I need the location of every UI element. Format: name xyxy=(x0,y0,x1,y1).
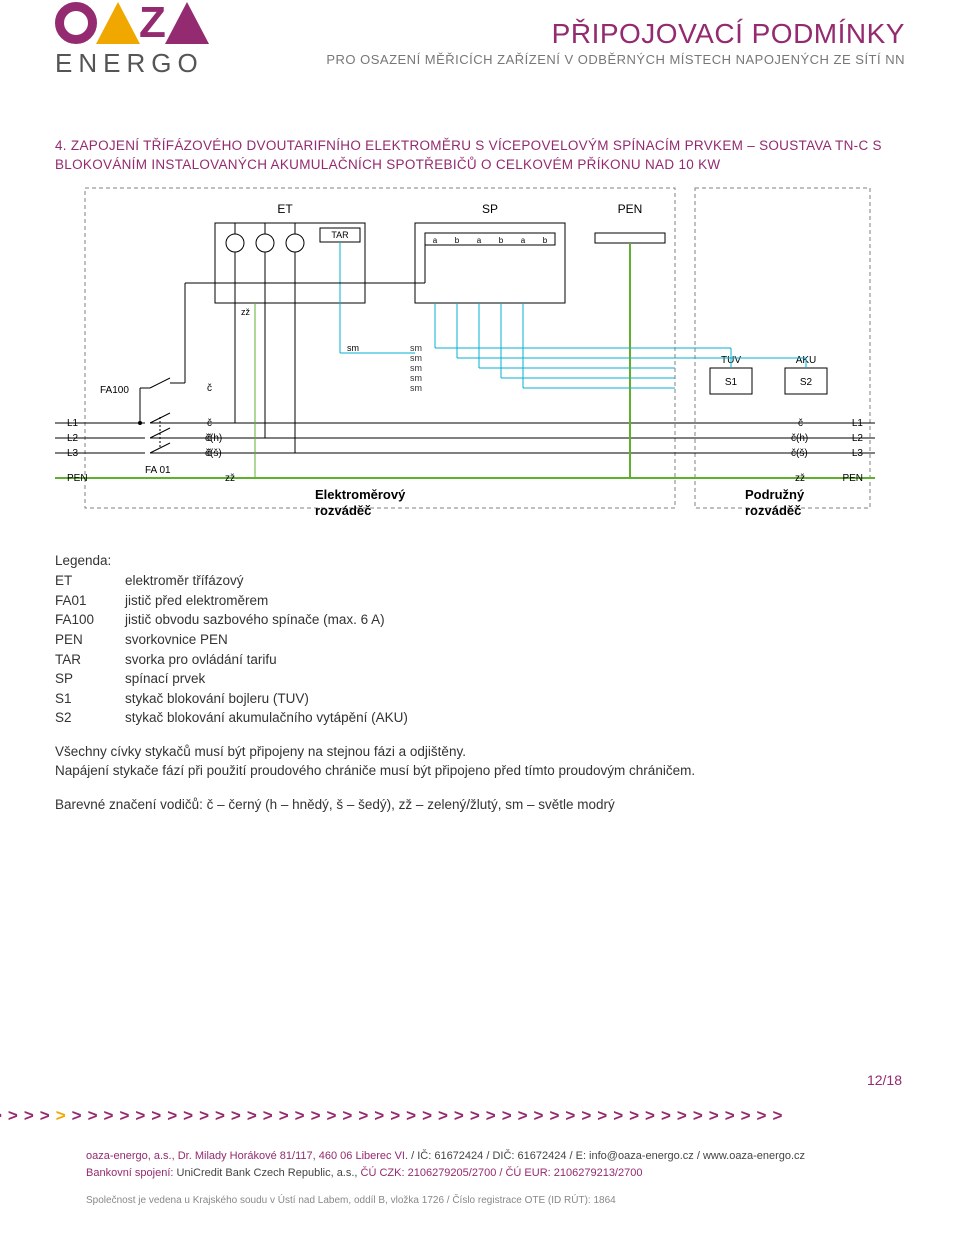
legend-row: ETelektroměr třífázový xyxy=(55,571,905,591)
footer-line-2: Bankovní spojení: UniCredit Bank Czech R… xyxy=(86,1165,905,1182)
footer-ids: / IČ: 61672424 / DIČ: 61672424 / E: info… xyxy=(408,1150,805,1162)
legend: Legenda: ETelektroměr třífázovýFA01jisti… xyxy=(55,551,905,815)
legend-value: stykač blokování akumulačního vytápění (… xyxy=(125,708,408,728)
legend-key: S2 xyxy=(55,708,125,728)
legend-value: jistič před elektroměrem xyxy=(125,591,268,611)
brand-name: ENERGO xyxy=(55,48,255,79)
svg-text:rozváděč: rozváděč xyxy=(315,503,371,518)
svg-text:Podružný: Podružný xyxy=(745,487,805,502)
logo-triangle-yellow-icon xyxy=(96,2,140,44)
svg-text:ET: ET xyxy=(277,202,293,216)
svg-text:sm: sm xyxy=(410,353,422,363)
svg-text:FA 01: FA 01 xyxy=(145,465,171,476)
legend-row: PENsvorkovnice PEN xyxy=(55,630,905,650)
svg-text:č(š): č(š) xyxy=(205,448,222,459)
legend-key: ET xyxy=(55,571,125,591)
svg-text:L3: L3 xyxy=(852,448,864,459)
legend-key: FA100 xyxy=(55,610,125,630)
logo-z-icon: Z xyxy=(139,2,166,44)
legend-note-2: Napájení stykače fází při použití proudo… xyxy=(55,761,905,781)
legend-key: TAR xyxy=(55,650,125,670)
page-title: PŘIPOJOVACÍ PODMÍNKY xyxy=(326,18,905,50)
legend-row: FA01jistič před elektroměrem xyxy=(55,591,905,611)
legend-row: S2stykač blokování akumulačního vytápění… xyxy=(55,708,905,728)
svg-text:L3: L3 xyxy=(67,448,79,459)
footer-address: oaza-energo, a.s., Dr. Milady Horákové 8… xyxy=(86,1150,408,1162)
svg-text:sm: sm xyxy=(410,373,422,383)
svg-text:č: č xyxy=(798,418,803,429)
wiring-diagram: ET TAR SP a b a b a b PEN L1 L1 L2 L2 L3 L3 PEN PEN FA 01 F… xyxy=(55,183,875,533)
legend-row: SPspínací prvek xyxy=(55,669,905,689)
svg-text:zž: zž xyxy=(795,473,805,484)
legend-note-1: Všechny cívky stykačů musí být připojeny… xyxy=(55,742,905,762)
legend-value: svorka pro ovládání tarifu xyxy=(125,650,277,670)
legend-value: elektroměr třífázový xyxy=(125,571,244,591)
footer-bank-label: Bankovní spojení: xyxy=(86,1167,173,1179)
svg-text:PEN: PEN xyxy=(618,202,643,216)
svg-text:TAR: TAR xyxy=(331,230,349,240)
svg-text:PEN: PEN xyxy=(67,473,88,484)
svg-text:SP: SP xyxy=(482,202,498,216)
logo-mark: Z xyxy=(55,2,255,44)
legend-key: PEN xyxy=(55,630,125,650)
legend-key: FA01 xyxy=(55,591,125,611)
svg-text:a: a xyxy=(477,236,482,245)
svg-text:zž: zž xyxy=(241,307,251,317)
section-heading: 4. ZAPOJENÍ TŘÍFÁZOVÉHO DVOUTARIFNÍHO EL… xyxy=(55,137,905,175)
svg-text:a: a xyxy=(521,236,526,245)
brand-logo: Z ENERGO xyxy=(55,2,255,79)
svg-text:sm: sm xyxy=(410,343,422,353)
legend-title: Legenda: xyxy=(55,551,905,571)
svg-text:FA100: FA100 xyxy=(100,385,129,396)
footer-line-3: Společnost je vedena u Krajského soudu v… xyxy=(86,1193,905,1209)
svg-text:Elektroměrový: Elektroměrový xyxy=(315,487,406,502)
svg-text:č(h): č(h) xyxy=(205,433,222,444)
title-block: PŘIPOJOVACÍ PODMÍNKY PRO OSAZENÍ MĚŘICÍC… xyxy=(326,2,905,67)
legend-value: spínací prvek xyxy=(125,669,205,689)
svg-text:L1: L1 xyxy=(67,418,79,429)
legend-value: svorkovnice PEN xyxy=(125,630,228,650)
footer: oaza-energo, a.s., Dr. Milady Horákové 8… xyxy=(86,1148,905,1208)
footer-accounts: ČÚ CZK: 2106279205/2700 / ČÚ EUR: 210627… xyxy=(361,1167,643,1179)
page-header: Z ENERGO PŘIPOJOVACÍ PODMÍNKY PRO OSAZEN… xyxy=(55,0,905,79)
svg-text:b: b xyxy=(499,236,504,245)
legend-key: S1 xyxy=(55,689,125,709)
legend-key: SP xyxy=(55,669,125,689)
page-subtitle: PRO OSAZENÍ MĚŘICÍCH ZAŘÍZENÍ V ODBĚRNÝC… xyxy=(326,52,905,67)
logo-o-icon xyxy=(55,2,97,44)
footer-bank-name: UniCredit Bank Czech Republic, a.s., xyxy=(173,1167,360,1179)
svg-text:b: b xyxy=(543,236,548,245)
logo-triangle-purple-icon xyxy=(165,2,209,44)
chevron-strip: >>>>>>>>>>>>>>>>>>>>>>>>>>>>>>>>>>>>>>>>… xyxy=(0,1106,960,1126)
svg-text:č(š): č(š) xyxy=(791,448,808,459)
legend-row: S1stykač blokování bojleru (TUV) xyxy=(55,689,905,709)
svg-text:č(h): č(h) xyxy=(791,433,808,444)
svg-text:sm: sm xyxy=(410,363,422,373)
footer-line-1: oaza-energo, a.s., Dr. Milady Horákové 8… xyxy=(86,1148,905,1165)
legend-row: FA100jistič obvodu sazbového spínače (ma… xyxy=(55,610,905,630)
svg-text:č: č xyxy=(207,418,212,429)
svg-text:L1: L1 xyxy=(852,418,864,429)
svg-text:L2: L2 xyxy=(852,433,864,444)
svg-text:č: č xyxy=(207,383,212,394)
svg-text:sm: sm xyxy=(410,383,422,393)
legend-value: stykač blokování bojleru (TUV) xyxy=(125,689,309,709)
legend-row: TARsvorka pro ovládání tarifu xyxy=(55,650,905,670)
svg-text:S2: S2 xyxy=(800,377,813,388)
svg-text:b: b xyxy=(455,236,460,245)
svg-text:PEN: PEN xyxy=(842,473,863,484)
legend-value: jistič obvodu sazbového spínače (max. 6 … xyxy=(125,610,385,630)
svg-text:a: a xyxy=(433,236,438,245)
svg-text:sm: sm xyxy=(347,343,359,353)
page-number: 12/18 xyxy=(867,1072,902,1088)
legend-note-3: Barevné značení vodičů: č – černý (h – h… xyxy=(55,795,905,815)
svg-text:L2: L2 xyxy=(67,433,79,444)
svg-text:rozváděč: rozváděč xyxy=(745,503,801,518)
svg-text:S1: S1 xyxy=(725,377,738,388)
svg-text:zž: zž xyxy=(225,473,235,484)
